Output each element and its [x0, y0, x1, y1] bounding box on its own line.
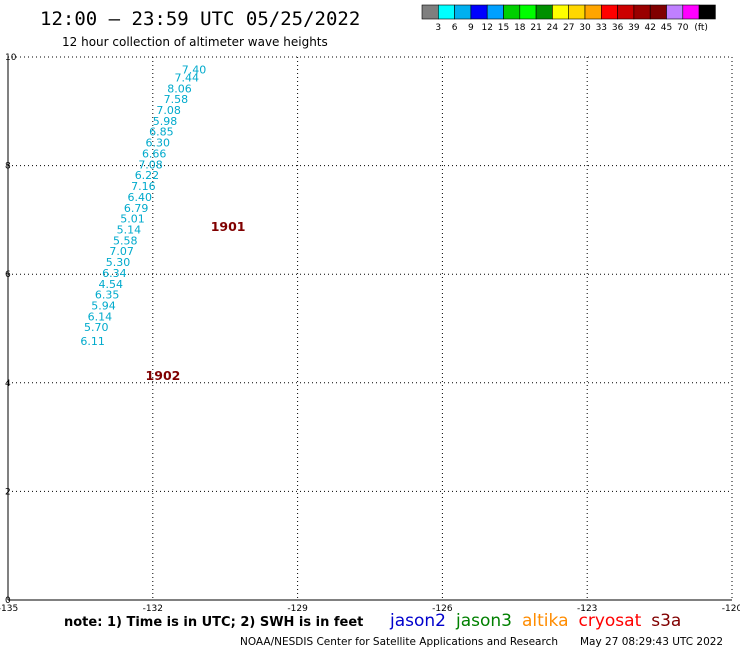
colorbar-label: 45	[661, 23, 672, 33]
swh-value-mark: 5.70	[84, 321, 109, 334]
colorbar-swatch	[486, 4, 504, 20]
time-labels: 19011902142514241423	[146, 219, 246, 383]
colorbar-label: 9	[468, 23, 474, 33]
colorbar-label: 15	[498, 23, 509, 33]
swh-value-mark: 5.30	[106, 256, 130, 269]
colorbar-swatch	[519, 4, 537, 20]
colorbar-swatch	[421, 4, 439, 20]
swh-value-mark: 6.11	[80, 335, 105, 348]
colorbar-swatch	[600, 4, 618, 20]
y-tick-label: 8	[5, 162, 11, 172]
swh-value-mark: 6.79	[124, 202, 149, 215]
colorbar-swatch	[617, 4, 635, 20]
colorbar-swatch	[535, 4, 553, 20]
x-tick-label: -129	[287, 604, 308, 614]
colorbar-label: 33	[596, 23, 607, 33]
colorbar-label: 21	[530, 23, 541, 33]
colorbar-label: 24	[547, 23, 559, 33]
swh-value-mark: 8.06	[167, 82, 192, 95]
swh-value-mark: 5.14	[117, 223, 142, 236]
colorbar-label: 70	[677, 23, 689, 33]
colorbar-label: 3	[435, 23, 441, 33]
colorbar-swatch	[470, 4, 488, 20]
swh-value-mark: 6.40	[127, 191, 151, 204]
swh-value-mark: 5.94	[91, 299, 116, 312]
plot-grid	[7, 56, 733, 601]
colorbar-swatch	[454, 4, 472, 20]
units-note: note: 1) Time is in UTC; 2) SWH is in fe…	[64, 615, 363, 630]
chart-subtitle: 12 hour collection of altimeter wave hei…	[62, 35, 328, 49]
swh-value-mark: 7.07	[109, 245, 134, 258]
chart-title: 12:00 — 23:59 UTC 05/25/2022	[40, 8, 360, 30]
y-tick-label: 2	[5, 487, 11, 497]
swh-value-mark: 7.40	[182, 63, 207, 76]
y-tick-label: 4	[5, 379, 11, 389]
colorbar-label: 36	[612, 23, 624, 33]
colorbar-swatch	[503, 4, 521, 20]
colorbar-label: 27	[563, 23, 574, 33]
x-tick-label: -132	[143, 604, 163, 614]
wave-height-values: 7.407.448.067.587.085.986.856.306.667.08…	[80, 63, 207, 348]
swh-value-mark: 6.85	[149, 126, 174, 139]
colorbar-legend: 3 6 9 12 15 18 21 24 27 30 33 36 39 42 45 70 (ft)	[421, 4, 716, 33]
satellite-legend-jason3: jason3	[455, 611, 512, 631]
colorbar-swatch	[698, 4, 716, 20]
colorbar-swatch	[552, 4, 570, 20]
swh-value-mark: 4.54	[99, 278, 124, 291]
colorbar-label: 30	[579, 23, 591, 33]
satellite-legend-altika: altika	[522, 611, 569, 631]
swh-value-mark: 6.30	[146, 137, 171, 150]
satellite-legend-cryosat: cryosat	[579, 611, 642, 631]
colorbar-swatch	[584, 4, 602, 20]
swh-value-mark: 7.58	[164, 93, 189, 106]
swh-value-mark: 6.22	[135, 169, 160, 182]
colorbar-swatch	[682, 4, 700, 20]
colorbar-swatch	[666, 4, 684, 20]
colorbar-swatch	[437, 4, 455, 20]
swh-value-mark: 7.16	[131, 180, 156, 193]
footer-timestamp: May 27 08:29:43 UTC 2022	[580, 636, 723, 648]
swh-value-mark: 6.14	[88, 310, 113, 323]
axis-ticks: -135 -132 -129 -126 -123 -120 0 2 4 6 8 10	[0, 53, 740, 614]
colorbar-swatch	[568, 4, 586, 20]
colorbar-label: 18	[514, 23, 526, 33]
swh-value-mark: 6.66	[142, 147, 167, 160]
colorbar-label: 39	[628, 23, 640, 33]
satellite-legend-s3a: s3a	[651, 611, 681, 631]
y-tick-label: 0	[5, 596, 11, 606]
swh-value-mark: 7.08	[138, 158, 163, 171]
colorbar-label: 6	[452, 23, 458, 33]
swh-value-mark: 7.08	[156, 104, 181, 117]
colorbar-swatch	[633, 4, 651, 20]
y-tick-label: 6	[5, 270, 11, 280]
x-tick-label: -123	[577, 604, 597, 614]
colorbar-label: (ft)	[694, 23, 708, 33]
swh-value-mark: 6.35	[95, 289, 120, 302]
swh-value-mark: 7.44	[175, 71, 200, 84]
x-tick-label: -120	[722, 604, 740, 614]
swh-value-mark: 5.58	[113, 234, 138, 247]
x-tick-label: -126	[432, 604, 453, 614]
time-label: 1901	[211, 219, 246, 234]
time-label: 1902	[146, 368, 181, 383]
satellite-legend-jason2: jason2	[389, 611, 446, 631]
y-tick-label: 10	[5, 53, 17, 63]
swh-value-mark: 6.34	[102, 267, 127, 280]
footer-credit: NOAA/NESDIS Center for Satellite Applica…	[240, 636, 558, 648]
x-tick-label: -135	[0, 604, 18, 614]
satellite-legend: jason2 jason3 altika cryosat s3a	[389, 611, 681, 631]
colorbar-swatch	[649, 4, 667, 20]
swh-value-mark: 5.98	[153, 115, 178, 128]
swh-value-mark: 5.01	[120, 213, 145, 226]
colorbar-label: 12	[481, 23, 492, 33]
colorbar-label: 42	[644, 23, 655, 33]
